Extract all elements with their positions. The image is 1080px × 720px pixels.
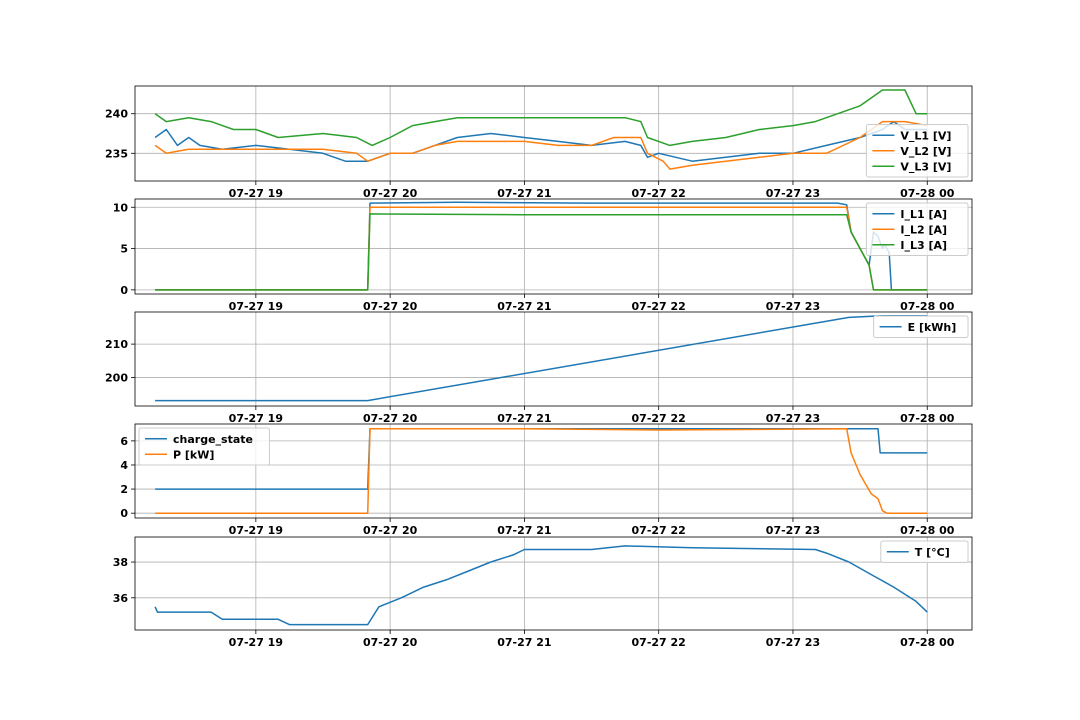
y-tick-label: 6 [120,435,128,448]
legend-label: V_L3 [V] [900,160,951,173]
x-tick-label: 07-27 20 [363,300,418,313]
x-tick-label: 07-27 19 [229,636,283,649]
y-tick-label: 235 [105,147,128,160]
legend-label: charge_state [173,433,253,446]
y-tick-label: 0 [120,284,128,297]
series-line-p-kw [155,428,928,514]
x-tick-label: 07-27 22 [632,636,686,649]
panel-5: 07-27 19 07-27 20 07-27 21 07-27 22 07-27 23… [113,536,973,649]
axes-frame [134,423,973,519]
legend-label: V_L1 [V] [900,129,951,142]
legend-box [880,540,969,563]
x-tick-label: 07-27 20 [363,636,418,649]
legend: charge_state P [kW] [138,427,270,466]
legend-label: V_L2 [V] [900,145,951,158]
y-tick-label: 0 [120,507,128,520]
y-tick-label: 210 [105,338,128,351]
axes-frame [134,536,973,631]
x-tick-label: 07-27 22 [632,524,686,537]
axes-frame [134,311,973,407]
legend: E [kWh] [873,315,969,338]
x-tick-label: 07-27 20 [363,524,418,537]
x-tick-label: 07-27 21 [497,187,551,200]
axes-frame [134,198,973,295]
x-tick-label: 07-27 23 [766,636,820,649]
legend-box [865,124,969,178]
y-tick-label: 10 [113,201,129,214]
x-tick-label: 07-27 21 [497,412,551,425]
legend: I_L1 [A] I_L2 [A] I_L3 [A] [865,202,969,256]
x-tick-label: 07-28 00 [900,524,955,537]
x-tick-label: 07-27 23 [766,187,820,200]
legend-label: T [°C] [915,546,950,559]
x-tick-label: 07-27 22 [632,187,686,200]
x-tick-label: 07-27 23 [766,524,820,537]
series-line-charge-state [155,428,928,490]
series-line-i-l3-a [155,213,928,291]
x-tick-label: 07-27 19 [229,524,283,537]
y-tick-label: 200 [105,372,128,385]
x-tick-label: 07-28 00 [900,300,955,313]
legend-box [138,427,270,466]
series-line-t-c [154,545,928,626]
y-tick-label: 4 [120,459,128,472]
legend: T [°C] [880,540,969,563]
panel-2: 07-27 19 07-27 20 07-27 21 07-27 22 07-27 23… [113,198,973,313]
x-tick-label: 07-27 20 [363,187,418,200]
legend-label: I_L1 [A] [900,208,947,221]
y-tick-label: 38 [113,556,128,569]
x-tick-label: 07-28 00 [900,187,955,200]
legend-label: I_L3 [A] [900,239,947,252]
legend-label: E [kWh] [908,321,957,334]
panel-4: 07-27 19 07-27 20 07-27 21 07-27 22 07-27 23… [120,423,973,537]
y-tick-label: 5 [120,243,128,256]
x-tick-label: 07-28 00 [900,636,955,649]
panel-3: 07-27 19 07-27 20 07-27 21 07-27 22 07-27 23… [105,311,973,425]
x-tick-label: 07-27 23 [766,300,820,313]
y-tick-label: 2 [120,483,128,496]
legend-label: P [kW] [173,448,214,461]
x-tick-label: 07-27 19 [229,187,283,200]
axes-frame [134,85,973,182]
series-line-v-l3-v [154,89,928,147]
x-tick-label: 07-27 19 [229,300,283,313]
legend-label: I_L2 [A] [900,223,947,236]
legend-box [873,315,969,338]
panel-1: 07-27 19 07-27 20 07-27 21 07-27 22 07-27 23… [105,85,973,200]
y-tick-label: 240 [105,108,128,121]
x-tick-label: 07-27 22 [632,300,686,313]
x-tick-label: 07-27 22 [632,412,686,425]
x-tick-label: 07-28 00 [900,412,955,425]
x-tick-label: 07-27 21 [497,524,551,537]
x-tick-label: 07-27 19 [229,412,283,425]
legend-box [865,202,969,256]
x-tick-label: 07-27 21 [497,300,551,313]
series-line-e-kwh [155,314,928,402]
x-tick-label: 07-27 23 [766,412,820,425]
legend: V_L1 [V] V_L2 [V] V_L3 [V] [865,124,969,178]
series-line-v-l2-v [154,120,928,170]
series-line-v-l1-v [154,120,928,162]
x-tick-label: 07-27 20 [363,412,418,425]
y-tick-label: 36 [113,592,129,605]
x-tick-label: 07-27 21 [497,636,551,649]
